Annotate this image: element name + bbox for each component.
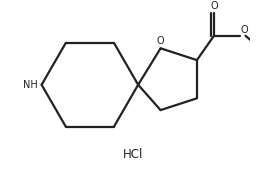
Text: O: O [157,36,164,46]
Text: O: O [241,25,249,35]
Text: NH: NH [23,80,38,90]
Text: O: O [210,1,218,11]
Text: HCl: HCl [123,148,144,161]
